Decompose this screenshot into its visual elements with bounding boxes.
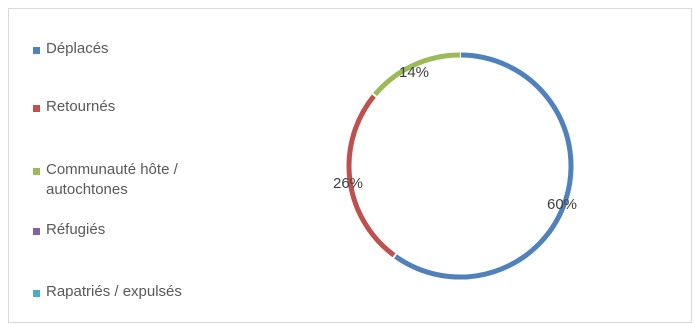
data-labels: 60% 26% 14% (333, 64, 577, 213)
doughnut-segment-1 (346, 93, 397, 258)
segment-separator-2 (370, 91, 379, 99)
legend: Déplacés Retournés Communauté hôte / aut… (33, 0, 273, 324)
legend-swatch-communaute-hote (33, 168, 40, 175)
legend-item-retournes: Retournés (33, 97, 226, 117)
legend-item-refugies: Réfugiés (33, 220, 226, 240)
legend-item-communaute-hote: Communauté hôte / autochtones (33, 160, 226, 200)
legend-label-refugies: Réfugiés (46, 221, 106, 238)
legend-label-deplaces: Déplacés (46, 40, 109, 57)
legend-swatch-rapatries (33, 290, 40, 297)
legend-label-retournes: Retournés (46, 98, 116, 115)
legend-label-rapatries: Rapatriés / expulsés (46, 283, 182, 300)
doughnut-segment-2 (372, 52, 461, 97)
legend-item-deplaces: Déplacés (33, 39, 226, 59)
doughnut-arcs (346, 51, 574, 280)
legend-label-communaute-hote: Communauté hôte / autochtones (46, 161, 178, 198)
data-label-1: 26% (333, 175, 363, 192)
legend-swatch-refugies (33, 228, 40, 235)
data-label-0: 60% (547, 196, 577, 213)
legend-item-rapatries: Rapatriés / expulsés (33, 282, 226, 302)
doughnut-segment-0 (393, 52, 574, 280)
legend-swatch-deplaces (33, 47, 40, 54)
legend-swatch-retournes (33, 105, 40, 112)
data-label-2: 14% (399, 64, 429, 81)
segment-separator-1 (391, 251, 398, 260)
